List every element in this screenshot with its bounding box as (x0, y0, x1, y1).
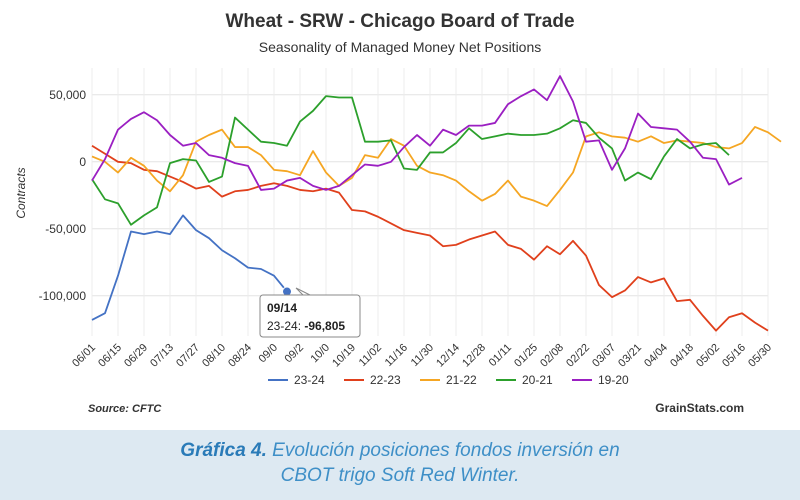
caption-line-1: Gráfica 4. Evolución posiciones fondos i… (0, 438, 800, 463)
x-tick-label: 06/15 (96, 342, 124, 370)
legend-label: 19-20 (598, 373, 629, 387)
chart: Wheat - SRW - Chicago Board of Trade Sea… (14, 11, 782, 415)
x-tick-label: 03/07 (590, 342, 618, 370)
x-tick-label: 12/14 (434, 342, 462, 370)
x-tick-label: 05/16 (720, 342, 748, 370)
caption-bold: Gráfica 4. (180, 440, 267, 461)
chart-subtitle: Seasonality of Managed Money Net Positio… (259, 39, 542, 55)
x-tick-label: 02/22 (564, 342, 592, 370)
y-axis-label: Contracts (14, 167, 28, 218)
y-tick-label: -50,000 (45, 222, 86, 236)
y-tick-label: 0 (79, 155, 86, 169)
tooltip-series-name: 23-24: (267, 319, 301, 333)
x-tick-label: 12/28 (460, 342, 488, 370)
tooltip: 09/14 23-24: -96,805 (259, 287, 361, 338)
legend-label: 21-22 (446, 373, 477, 387)
x-tick-label: 04/18 (668, 342, 696, 370)
x-tick-label: 08/24 (226, 342, 254, 370)
caption-line-2: CBOT trigo Soft Red Winter. (280, 465, 520, 486)
x-tick-label: 10/0 (308, 342, 332, 366)
source-label: Source: CFTC (88, 403, 162, 415)
y-tick-label: -100,000 (39, 289, 87, 303)
x-tick-label: 11/16 (383, 342, 410, 369)
figure-caption: Gráfica 4. Evolución posiciones fondos i… (0, 438, 800, 488)
x-tick-label: 08/10 (200, 342, 228, 370)
x-tick-label: 06/01 (70, 342, 98, 370)
legend-label: 20-21 (522, 373, 553, 387)
series-line-23-24 (91, 214, 288, 321)
x-tick-label: 05/30 (746, 342, 774, 370)
x-tick-label: 11/30 (409, 342, 436, 369)
series-line-19-20 (91, 75, 743, 191)
chart-panel: Wheat - SRW - Chicago Board of Trade Sea… (0, 0, 800, 430)
x-tick-label: 07/27 (174, 342, 202, 370)
x-tick-label: 07/13 (148, 342, 176, 370)
series-line-22-23 (91, 144, 769, 332)
x-tick-label: 01/25 (512, 342, 540, 370)
caption-text-1: Evolución posiciones fondos inversión en (266, 440, 620, 461)
y-tick-label: 50,000 (49, 88, 86, 102)
chart-title: Wheat - SRW - Chicago Board of Trade (225, 11, 574, 32)
series-line-20-21 (91, 95, 730, 226)
x-tick-label: 03/21 (616, 342, 644, 370)
x-tick-label: 06/29 (122, 342, 150, 370)
x-tick-label: 10/19 (330, 342, 358, 370)
tooltip-box (259, 294, 361, 338)
legend-label: 23-24 (294, 373, 325, 387)
x-tick-label: 11/02 (357, 342, 384, 369)
legend-label: 22-23 (370, 373, 401, 387)
x-tick-label: 09/2 (282, 342, 306, 366)
x-tick-label: 09/0 (256, 342, 280, 366)
tooltip-date: 09/14 (267, 301, 297, 315)
x-tick-label: 04/04 (642, 342, 670, 370)
x-tick-label: 05/02 (694, 342, 722, 370)
x-tick-label: 02/08 (538, 342, 566, 370)
tooltip-value: -96,805 (304, 319, 345, 333)
series-line-21-22 (91, 126, 782, 207)
brand-label: GrainStats.com (655, 401, 744, 415)
tooltip-series: 23-24: -96,805 (267, 319, 345, 333)
x-tick-label: 01/11 (487, 342, 514, 369)
